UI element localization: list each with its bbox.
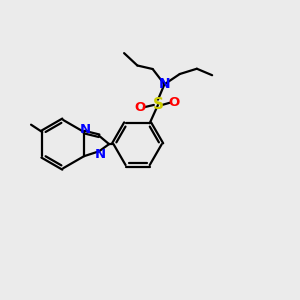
Text: N: N <box>94 148 106 161</box>
Text: N: N <box>159 77 170 91</box>
Text: N: N <box>80 123 91 136</box>
Text: S: S <box>152 98 164 112</box>
Text: O: O <box>168 95 179 109</box>
Text: O: O <box>135 101 146 114</box>
